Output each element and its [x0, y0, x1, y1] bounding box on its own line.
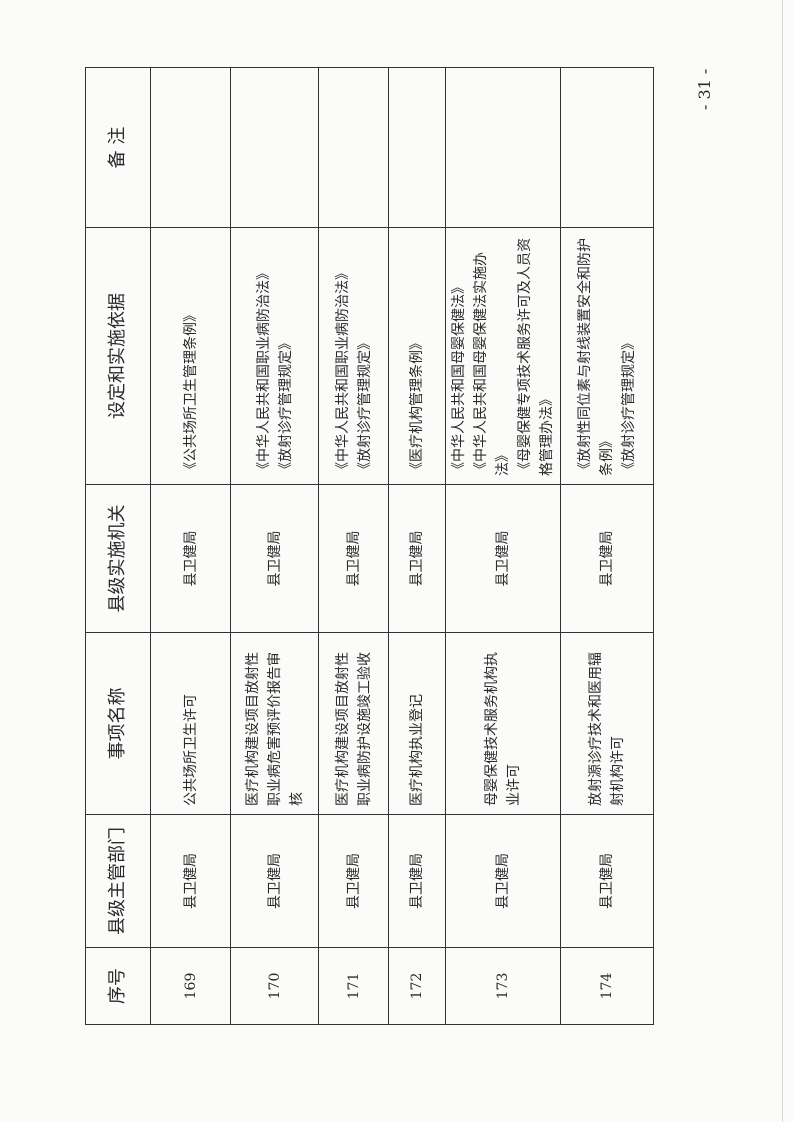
row-note	[150, 67, 231, 228]
row-number: 173	[445, 947, 561, 1025]
row-agency: 县卫健局	[318, 484, 389, 633]
row-agency: 县卫健局	[230, 484, 319, 633]
row-note	[445, 67, 561, 228]
row-basis: 《公共场所卫生管理条例》	[150, 227, 231, 485]
row-note	[230, 67, 319, 228]
row-item-name: 医疗机构建设项目放射性职业病防护设施竣工验收	[318, 632, 389, 815]
row-dept: 县卫健局	[230, 814, 319, 948]
basis-law: 《母婴保健专项技术服务许可及人员资格管理办法》	[517, 238, 555, 476]
row-basis: 《中华人民共和国母婴保健法》 《中华人民共和国母婴保健法实施办法》 《母婴保健专项技…	[445, 227, 561, 485]
basis-law: 《放射性同位素与射线装置安全和防护条例》	[577, 238, 615, 476]
table-row: 173 县卫健局 母婴保健技术服务机构执业许可 县卫健局 《中华人民共和国母婴保健法》《…	[445, 67, 561, 1025]
row-item-name: 放射源诊疗技术和医用辐射机构许可	[560, 632, 654, 815]
basis-law: 《放射诊疗管理规定》	[356, 336, 373, 476]
row-agency: 县卫健局	[388, 484, 446, 633]
row-agency: 县卫健局	[560, 484, 654, 633]
row-agency: 县卫健局	[150, 484, 231, 633]
row-agency: 县卫健局	[445, 484, 561, 633]
basis-law: 《中华人民共和国职业病防治法》	[334, 266, 351, 476]
header-no: 序号	[85, 947, 151, 1025]
row-basis: 《中华人民共和国职业病防治法》 《放射诊疗管理规定》	[318, 227, 389, 485]
row-item-name: 医疗机构执业登记	[388, 632, 446, 815]
header-dept: 县级主管部门	[85, 814, 151, 948]
row-basis: 《中华人民共和国职业病防治法》 《放射诊疗管理规定》	[230, 227, 319, 485]
basis-law: 《公共场所卫生管理条例》	[182, 308, 199, 476]
row-basis: 《放射性同位素与射线装置安全和防护条例》 《放射诊疗管理规定》	[560, 227, 654, 485]
table-row: 174 县卫健局 放射源诊疗技术和医用辐射机构许可 县卫健局 《放射性同位素与射线装置安…	[560, 67, 654, 1025]
row-number: 169	[150, 947, 231, 1025]
row-item-name: 公共场所卫生许可	[150, 632, 231, 815]
row-dept: 县卫健局	[150, 814, 231, 948]
row-number: 172	[388, 947, 446, 1025]
scan-edge-line	[782, 0, 783, 1122]
row-item-name: 母婴保健技术服务机构执业许可	[445, 632, 561, 815]
basis-law: 《放射诊疗管理规定》	[621, 336, 637, 476]
row-basis: 《医疗机构管理条例》	[388, 227, 446, 485]
row-dept: 县卫健局	[388, 814, 446, 948]
basis-law: 《放射诊疗管理规定》	[277, 336, 294, 476]
header-item: 事项名称	[85, 632, 151, 815]
row-note	[388, 67, 446, 228]
row-item-name: 医疗机构建设项目放射性职业病危害预评价报告审核	[230, 632, 319, 815]
basis-law: 《中华人民共和国母婴保健法》	[451, 280, 467, 476]
header-note: 备 注	[85, 67, 151, 228]
row-note	[560, 67, 654, 228]
table-header-row: 序号 县级主管部门 事项名称 县级实施机关 设定和实施依据 备 注	[85, 67, 151, 1025]
row-dept: 县卫健局	[318, 814, 389, 948]
row-dept: 县卫健局	[560, 814, 654, 948]
table-row: 170 县卫健局 医疗机构建设项目放射性职业病危害预评价报告审核 县卫健局 《中华人民共…	[230, 67, 319, 1025]
table-row: 171 县卫健局 医疗机构建设项目放射性职业病防护设施竣工验收 县卫健局 《中华人民共和…	[318, 67, 389, 1025]
basis-law: 《中华人民共和国母婴保健法实施办法》	[473, 252, 511, 476]
basis-law: 《中华人民共和国职业病防治法》	[255, 266, 272, 476]
rotated-table-container: 序号 县级主管部门 事项名称 县级实施机关 设定和实施依据 备 注 169 县卫健…	[85, 67, 654, 1025]
header-agency: 县级实施机关	[85, 484, 151, 633]
table-row: 172 县卫健局 医疗机构执业登记 县卫健局 《医疗机构管理条例》	[388, 67, 446, 1025]
row-number: 171	[318, 947, 389, 1025]
basis-law: 《医疗机构管理条例》	[409, 336, 425, 476]
header-basis: 设定和实施依据	[85, 227, 151, 485]
row-dept: 县卫健局	[445, 814, 561, 948]
row-note	[318, 67, 389, 228]
table-row: 169 县卫健局 公共场所卫生许可 县卫健局 《公共场所卫生管理条例》	[150, 67, 231, 1025]
page-number: - 31 -	[695, 68, 714, 110]
row-number: 170	[230, 947, 319, 1025]
admin-items-table: 序号 县级主管部门 事项名称 县级实施机关 设定和实施依据 备 注 169 县卫健…	[85, 67, 654, 1025]
row-number: 174	[560, 947, 654, 1025]
